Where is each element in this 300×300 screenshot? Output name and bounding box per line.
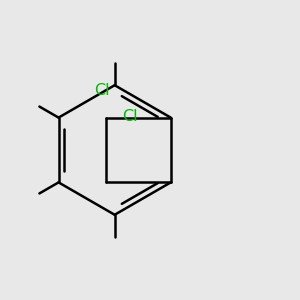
Text: Cl: Cl (94, 83, 110, 98)
Text: Cl: Cl (122, 109, 138, 124)
